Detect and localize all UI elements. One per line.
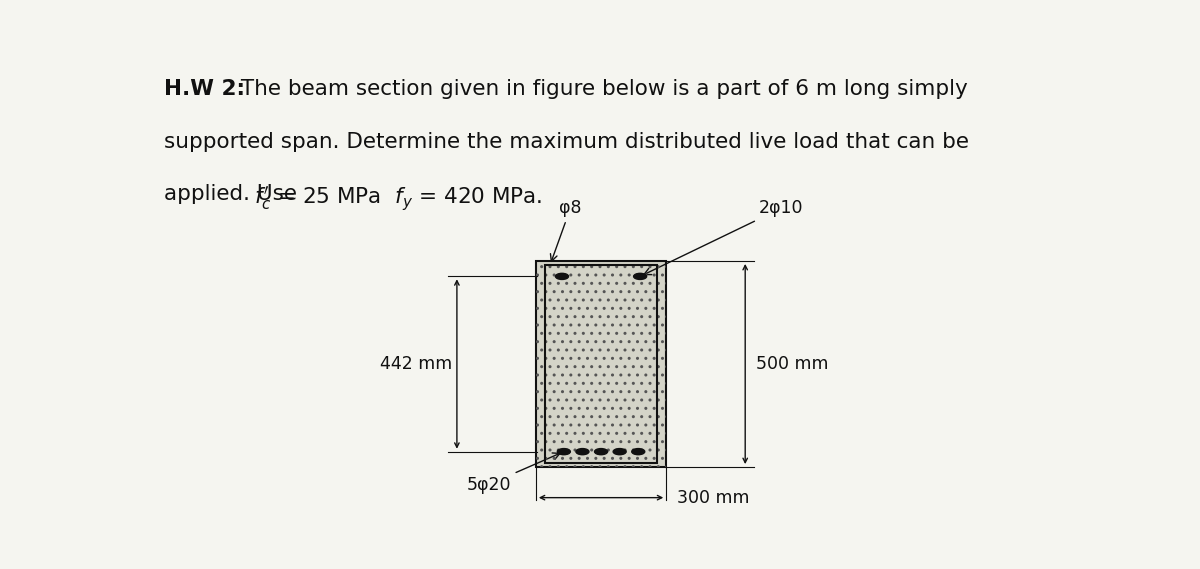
Text: 500 mm: 500 mm — [756, 355, 829, 373]
Text: φ8: φ8 — [551, 199, 582, 261]
Text: The beam section given in figure below is a part of 6 m long simply: The beam section given in figure below i… — [234, 79, 967, 99]
Bar — [536, 261, 666, 467]
Circle shape — [556, 273, 569, 279]
Text: $f_c^{\prime}$ = 25 MPa  $f_y$ = 420 MPa.: $f_c^{\prime}$ = 25 MPa $f_y$ = 420 MPa. — [254, 184, 542, 213]
Circle shape — [634, 273, 647, 279]
Text: supported span. Determine the maximum distributed live load that can be: supported span. Determine the maximum di… — [164, 132, 968, 152]
Bar — [545, 265, 656, 463]
Circle shape — [613, 448, 626, 455]
Circle shape — [576, 448, 589, 455]
Text: 442 mm: 442 mm — [380, 355, 452, 373]
Text: 5φ20: 5φ20 — [466, 453, 560, 493]
Text: 300 mm: 300 mm — [677, 489, 750, 506]
Text: H.W 2:: H.W 2: — [164, 79, 245, 99]
Circle shape — [631, 448, 644, 455]
Bar — [536, 261, 666, 467]
Text: applied. Use: applied. Use — [164, 184, 304, 204]
Circle shape — [594, 448, 607, 455]
Circle shape — [557, 448, 570, 455]
Text: 2φ10: 2φ10 — [644, 199, 804, 275]
